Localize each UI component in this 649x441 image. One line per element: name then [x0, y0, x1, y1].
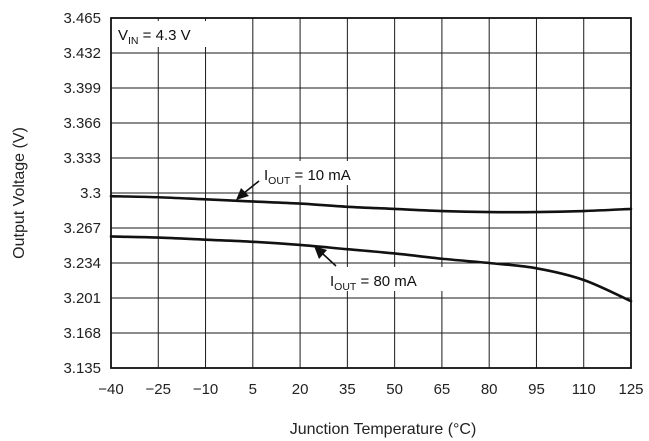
series-line-1 [109, 194, 633, 214]
y-axis-title: Output Voltage (V) [11, 127, 28, 259]
y-tick-label: 3.201 [63, 290, 101, 307]
y-tick-label: 3.3 [80, 185, 101, 202]
vin-annotation-value: = 4.3 V [139, 27, 191, 44]
iout-80ma-arrowhead [314, 246, 327, 259]
iout-10ma-arrow-line [243, 180, 260, 194]
x-tick-label: 80 [481, 381, 498, 398]
iout-80ma-annotation-subscript: OUT [334, 281, 357, 293]
y-tick-label: 3.135 [63, 360, 101, 377]
y-tick-label: 3.366 [63, 115, 101, 132]
iout-10ma-annotation: IOUT = 10 mA [264, 167, 351, 187]
x-tick-label: −10 [193, 381, 218, 398]
x-tick-label: 110 [572, 381, 596, 398]
series-line-2 [109, 235, 633, 303]
vin-label-background [114, 21, 226, 47]
y-tick-label: 3.267 [63, 220, 101, 237]
grid [111, 18, 631, 368]
iout-80ma-annotation: IOUT = 80 mA [330, 273, 417, 293]
vin-annotation: VIN = 4.3 V [118, 27, 191, 47]
iout-10ma-label-background [260, 161, 386, 185]
iout-10ma-annotation-value: = 10 mA [290, 167, 350, 184]
vin-annotation-symbol: V [118, 27, 128, 44]
y-tick-label: 3.333 [63, 150, 101, 167]
series-lines [109, 194, 633, 303]
iout-10ma-annotation-symbol: I [264, 167, 268, 184]
x-tick-label: 50 [386, 381, 403, 398]
x-tick-label: 125 [618, 381, 643, 398]
x-tick-label: 95 [528, 381, 545, 398]
iout-10ma-annotation-subscript: OUT [268, 175, 291, 187]
y-tick-label: 3.465 [63, 10, 101, 27]
y-tick-label: 3.432 [63, 45, 101, 62]
x-tick-label: 5 [249, 381, 257, 398]
y-tick-labels: 3.135 3.168 3.201 3.234 3.267 3.3 3.333 3.366 3.… [63, 10, 101, 377]
x-tick-label: 35 [339, 381, 356, 398]
x-tick-label: −40 [98, 381, 123, 398]
vin-annotation-subscript: IN [128, 35, 139, 47]
x-tick-label: −25 [146, 381, 171, 398]
y-tick-label: 3.234 [63, 255, 101, 272]
x-tick-label: 65 [434, 381, 451, 398]
plot-frame [110, 17, 632, 369]
iout-80ma-annotation-value: = 80 mA [356, 273, 416, 290]
x-axis-title: Junction Temperature (°C) [290, 421, 477, 438]
iout-80ma-annotation-symbol: I [330, 273, 334, 290]
y-tick-label: 3.168 [63, 325, 101, 342]
y-tick-label: 3.399 [63, 80, 101, 97]
iout-10ma-arrowhead [236, 188, 249, 200]
iout-80ma-arrow-line [322, 253, 337, 267]
iout-80ma-label-background [327, 267, 453, 291]
x-tick-label: 20 [292, 381, 309, 398]
x-tick-labels: −40 −25 −10 5 20 35 50 65 80 95 110 125 [98, 381, 643, 398]
